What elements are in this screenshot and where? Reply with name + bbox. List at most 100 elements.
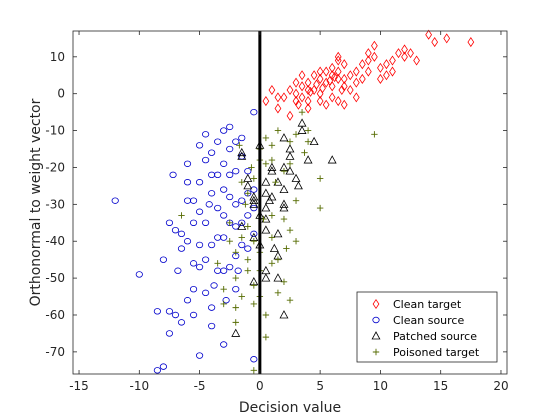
y-axis-ticks: -70 -60 -50 -40 -30 -20 -10 0 10 — [45, 50, 507, 359]
patched-source-point — [261, 225, 271, 234]
clean-target-point — [322, 77, 330, 88]
clean-target-point — [292, 77, 300, 88]
clean-target-point — [413, 55, 420, 66]
clean-target-point — [352, 66, 360, 77]
clean-source-point — [169, 171, 177, 179]
poisoned-target-point — [298, 108, 306, 116]
legend-marker — [372, 348, 380, 356]
clean-source-point — [238, 241, 246, 249]
clean-target-point — [322, 66, 330, 77]
clean-source-point — [208, 241, 216, 249]
clean-target-point — [328, 62, 336, 73]
legend-marker — [371, 331, 381, 340]
clean-source-point — [226, 171, 234, 179]
poisoned-target-point — [220, 300, 227, 308]
poisoned-target-point — [262, 333, 270, 341]
poisoned-target-point — [371, 131, 378, 138]
clean-target-point — [313, 79, 320, 90]
clean-source-point — [226, 123, 234, 131]
poisoned-target-point — [250, 367, 258, 374]
poisoned-target-point — [280, 167, 288, 175]
poisoned-target-point — [268, 156, 276, 164]
clean-target-point — [383, 59, 390, 70]
poisoned-target-point — [268, 212, 276, 219]
clean-source-point — [214, 171, 222, 179]
clean-source-point — [165, 219, 174, 226]
clean-target-point — [431, 37, 439, 48]
clean-target-point — [467, 37, 475, 48]
patched-source-point — [267, 162, 277, 171]
clean-target-point — [262, 96, 270, 107]
clean-target-point — [298, 81, 306, 92]
x-tick-label: 10 — [373, 379, 388, 393]
poisoned-target-point — [286, 138, 294, 145]
patched-source-point — [237, 221, 247, 230]
clean-target-point — [319, 83, 326, 94]
clean-target-point — [346, 70, 354, 81]
clean-target-point — [365, 48, 372, 59]
clean-target-point — [304, 103, 312, 114]
poisoned-target-point — [242, 201, 249, 208]
clean-source-point — [232, 201, 240, 208]
y-tick-label: -10 — [45, 124, 65, 138]
clean-source-point — [174, 267, 182, 274]
clean-target-point — [340, 73, 348, 84]
clean-target-point — [304, 96, 312, 107]
legend-entry-label: Clean source — [393, 314, 464, 327]
clean-target-point — [371, 40, 378, 51]
clean-source-point — [220, 127, 228, 134]
clean-source-point — [189, 285, 198, 293]
poisoned-target-point — [316, 204, 324, 212]
clean-target-point — [395, 48, 402, 59]
clean-source-point — [220, 212, 228, 219]
clean-target-point — [286, 84, 294, 96]
clean-source-point — [250, 204, 258, 212]
patched-source-point — [231, 328, 241, 337]
clean-target-point — [352, 77, 360, 88]
clean-source-point — [165, 308, 174, 315]
patched-source-point — [267, 166, 277, 175]
y-axis-label: Orthonormal to weight vector — [28, 98, 44, 306]
poisoned-target-point — [236, 142, 243, 149]
clean-source-point — [220, 267, 228, 274]
y-tick-label: 10 — [50, 50, 65, 64]
legend-box — [356, 291, 498, 363]
legend-marker — [372, 316, 380, 324]
y-tick-label: -70 — [45, 345, 65, 359]
poisoned-target-point — [244, 223, 252, 230]
clean-target-point — [443, 33, 451, 44]
patched-source-point — [309, 136, 319, 146]
clean-source-point — [171, 226, 180, 234]
legend-marker — [372, 298, 380, 310]
x-axis-label: Decision value — [239, 400, 341, 416]
clean-source-point — [244, 245, 252, 252]
clean-source-point — [189, 260, 198, 267]
patched-source-point — [279, 133, 289, 142]
poisoned-target-point — [214, 260, 221, 267]
clean-target-point — [292, 88, 300, 99]
clean-target-point — [338, 84, 346, 96]
clean-source-point — [153, 308, 161, 315]
poisoned-target-point — [286, 160, 294, 167]
clean-source-point — [202, 131, 210, 138]
clean-target-point — [280, 92, 288, 103]
clean-source-point — [208, 190, 216, 197]
poisoned-target-point — [280, 215, 288, 223]
clean-source-point — [226, 263, 234, 271]
clean-target-point — [316, 96, 324, 107]
clean-source-point — [195, 142, 204, 149]
clean-target-point — [389, 66, 396, 77]
clean-source-point — [238, 197, 246, 204]
poisoned-target-point — [292, 131, 300, 138]
poisoned-target-point — [280, 278, 288, 285]
patched-source-point — [279, 203, 289, 212]
clean-source-point — [195, 179, 204, 186]
poisoned-target-point — [238, 293, 245, 300]
poisoned-target-point — [274, 256, 282, 263]
patched-source-point — [285, 151, 295, 160]
patched-source-point — [291, 173, 301, 182]
x-tick-label: 5 — [316, 379, 324, 393]
clean-target-point — [358, 73, 366, 84]
clean-target-point — [326, 75, 334, 86]
patched-source-point — [261, 177, 271, 186]
